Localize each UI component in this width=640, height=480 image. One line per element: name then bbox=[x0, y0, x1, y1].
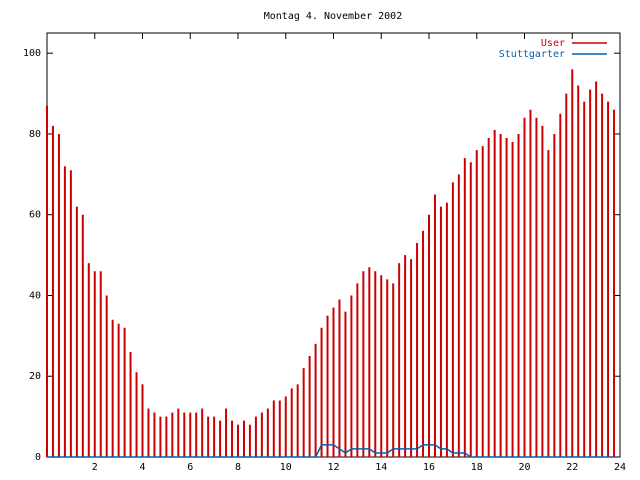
y-tick-label: 60 bbox=[29, 210, 41, 221]
y-tick-label: 20 bbox=[29, 371, 41, 382]
chart-title: Montag 4. November 2002 bbox=[264, 11, 402, 22]
x-tick-label: 20 bbox=[518, 462, 530, 473]
legend-label: User bbox=[541, 38, 565, 49]
x-tick-label: 6 bbox=[187, 462, 193, 473]
y-tick-label: 100 bbox=[23, 48, 41, 59]
legend-label: Stuttgarter bbox=[499, 49, 565, 60]
x-tick-label: 4 bbox=[139, 462, 145, 473]
series-line bbox=[47, 444, 615, 458]
x-tick-label: 22 bbox=[566, 462, 578, 473]
y-tick-label: 80 bbox=[29, 129, 41, 140]
x-tick-label: 8 bbox=[235, 462, 241, 473]
x-tick-label: 24 bbox=[614, 462, 626, 473]
y-tick-label: 0 bbox=[35, 452, 41, 463]
x-tick-label: 16 bbox=[423, 462, 435, 473]
x-tick-label: 10 bbox=[280, 462, 292, 473]
x-tick-label: 18 bbox=[471, 462, 483, 473]
y-tick-label: 40 bbox=[29, 290, 41, 301]
x-tick-label: 2 bbox=[92, 462, 98, 473]
x-tick-label: 14 bbox=[375, 462, 387, 473]
x-tick-label: 12 bbox=[327, 462, 339, 473]
